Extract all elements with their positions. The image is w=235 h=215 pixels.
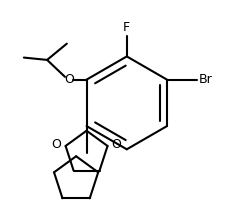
Text: F: F <box>123 21 130 34</box>
Text: O: O <box>112 138 121 151</box>
Text: O: O <box>51 138 61 151</box>
Text: O: O <box>64 73 74 86</box>
Text: Br: Br <box>198 73 212 86</box>
